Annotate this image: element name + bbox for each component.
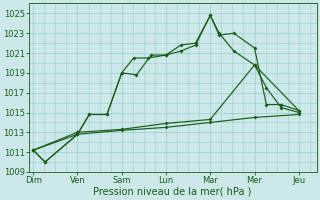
X-axis label: Pression niveau de la mer( hPa ): Pression niveau de la mer( hPa ) [93, 187, 252, 197]
